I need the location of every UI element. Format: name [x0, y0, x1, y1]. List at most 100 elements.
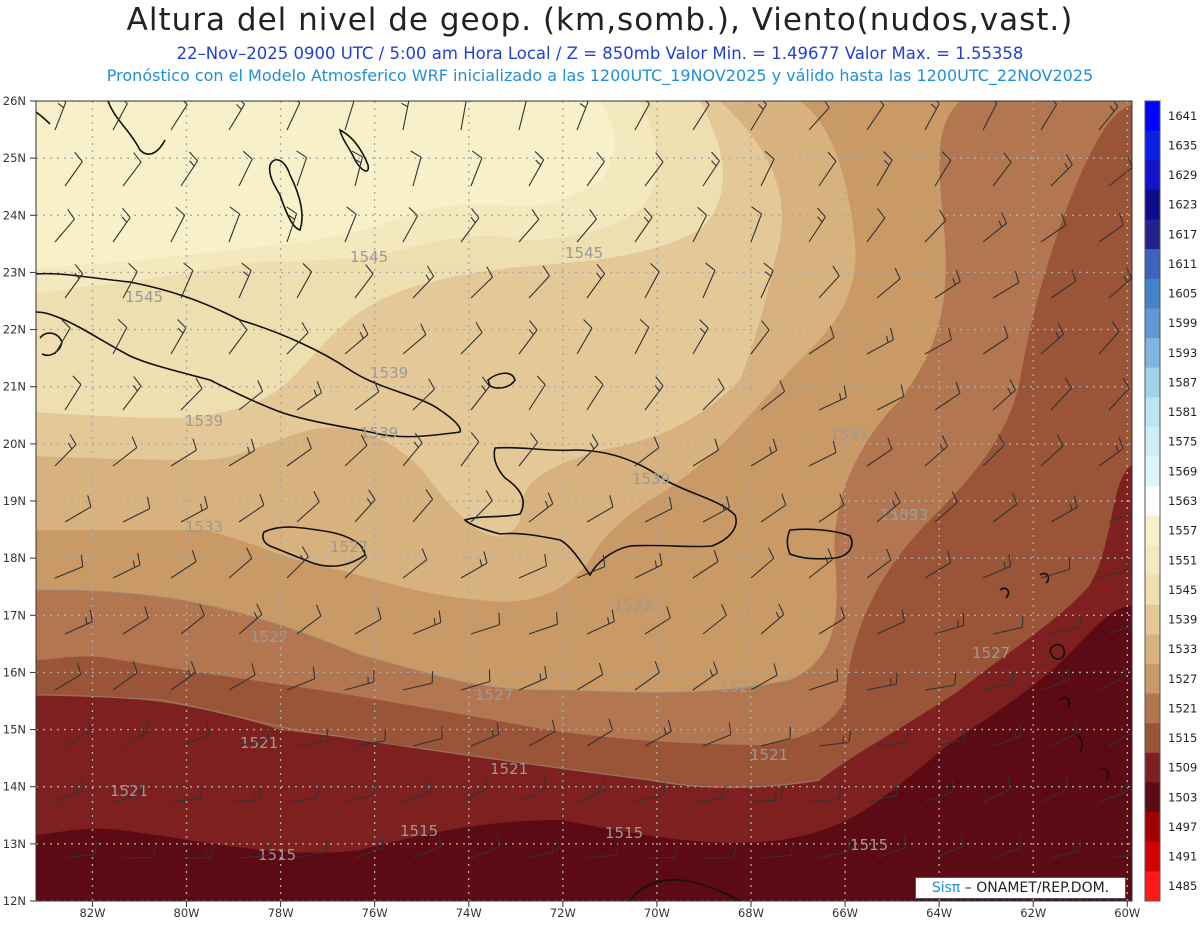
wind-barb [296, 263, 313, 299]
wind-barb [354, 264, 374, 299]
lat-tick-label: 18N [3, 551, 26, 565]
colorbar-level-label: 1539 [1168, 613, 1197, 627]
wind-barb [180, 378, 203, 411]
lat-tick-label: 22N [3, 323, 26, 337]
contour-label: 1545 [125, 288, 163, 306]
colorbar-level-label: 1629 [1168, 168, 1197, 182]
wind-barb [1098, 437, 1124, 467]
wind-barb [1050, 838, 1081, 859]
wind-barb [634, 318, 650, 355]
wind-barb [644, 376, 664, 411]
wind-barb [1108, 377, 1130, 411]
colorbar-swatch [1145, 249, 1160, 280]
colorbar-level-label: 1617 [1168, 227, 1197, 241]
wind-barb [924, 327, 952, 355]
contour-label: 1527 [330, 538, 368, 556]
puerto-rico-coast [786, 528, 853, 560]
wind-barb [692, 206, 708, 243]
colorbar-level-label: 1575 [1168, 435, 1197, 449]
colorbar-swatch [1145, 338, 1160, 369]
wind-barb [586, 375, 604, 411]
wind-barb [238, 843, 272, 859]
colorbar-level-label: 1569 [1168, 464, 1197, 478]
wind-barb [528, 265, 550, 299]
wind-barb [750, 101, 767, 131]
colorbar-swatch [1145, 308, 1160, 339]
wind-barb [866, 101, 885, 131]
wind-barb [924, 550, 952, 579]
wind-barb [760, 843, 794, 859]
hispaniola-coast [463, 446, 737, 577]
wind-barb [64, 264, 84, 299]
wind-barb [644, 152, 664, 187]
wind-barb [866, 327, 894, 355]
lat-tick-label: 15N [3, 723, 26, 737]
colorbar-level-label: 1497 [1168, 820, 1197, 834]
wind-barb [1040, 777, 1069, 803]
wind-barb [112, 318, 128, 355]
lat-tick-label: 25N [3, 151, 26, 165]
wind-barb [876, 151, 893, 187]
colorbar-swatch [1145, 278, 1160, 309]
wind-barb [634, 552, 663, 579]
colorbar-swatch [1145, 101, 1160, 132]
contour-label: 1533 [614, 596, 652, 614]
wind-barb [1040, 323, 1064, 355]
wind-barb [518, 666, 548, 691]
lon-tick-label: 74W [456, 906, 482, 920]
wind-barb [518, 101, 527, 131]
lon-tick-label: 68W [738, 906, 764, 920]
wind-barb [576, 208, 597, 243]
colorbar-swatch [1145, 456, 1160, 487]
wind-barb [470, 376, 490, 411]
wind-barb [122, 606, 149, 635]
wind-barb [122, 845, 157, 859]
wind-barb [351, 150, 364, 187]
wind-barb [528, 612, 558, 635]
wind-barb [170, 319, 187, 355]
wind-barb [170, 101, 188, 131]
wind-barb [286, 546, 309, 579]
wind-barb [1098, 557, 1129, 579]
wind-barb [702, 604, 727, 635]
wind-barb [702, 378, 725, 411]
wind-barb [866, 672, 898, 691]
wind-barb [576, 554, 606, 579]
wind-barb [344, 101, 355, 131]
wind-barb [402, 779, 432, 803]
wind-barb [180, 722, 210, 747]
colorbar-level-label: 1545 [1168, 583, 1197, 597]
lat-tick-label: 21N [3, 380, 26, 394]
wind-barb [354, 729, 387, 747]
contour-label: 1545 [565, 244, 603, 262]
wind-barb [470, 835, 500, 859]
model-info-line: Pronóstico con el Modelo Atmosferico WRF… [106, 66, 1094, 85]
colorbar-level-label: 1611 [1168, 257, 1197, 271]
colorbar-level-label: 1521 [1168, 701, 1197, 715]
colorbar-swatch [1145, 841, 1160, 872]
colorbar-swatch [1145, 575, 1160, 606]
lon-tick-label: 60W [1114, 906, 1140, 920]
wind-barb [296, 381, 323, 411]
cuba-coast [36, 272, 462, 438]
wind-barb [1050, 154, 1073, 187]
wind-barb [518, 554, 548, 579]
wind-barb [644, 606, 671, 635]
wind-barb [818, 839, 850, 859]
wind-barb [460, 551, 488, 579]
colorbar-frame [1144, 100, 1161, 902]
wind-barb [286, 321, 309, 355]
wind-barb [528, 492, 554, 523]
wind-barb [1040, 667, 1070, 691]
wind-barb [702, 722, 732, 747]
lat-tick-label: 19N [3, 494, 26, 508]
wind-barb [54, 778, 84, 803]
wind-barb [644, 719, 672, 747]
wind-barb [876, 267, 901, 299]
wind-barb [518, 209, 540, 243]
wind-barb [518, 320, 538, 355]
wind-barb [228, 320, 248, 355]
wind-barb [344, 669, 375, 691]
contour-label: 1527 [972, 644, 1010, 662]
wind-barb [866, 548, 892, 579]
